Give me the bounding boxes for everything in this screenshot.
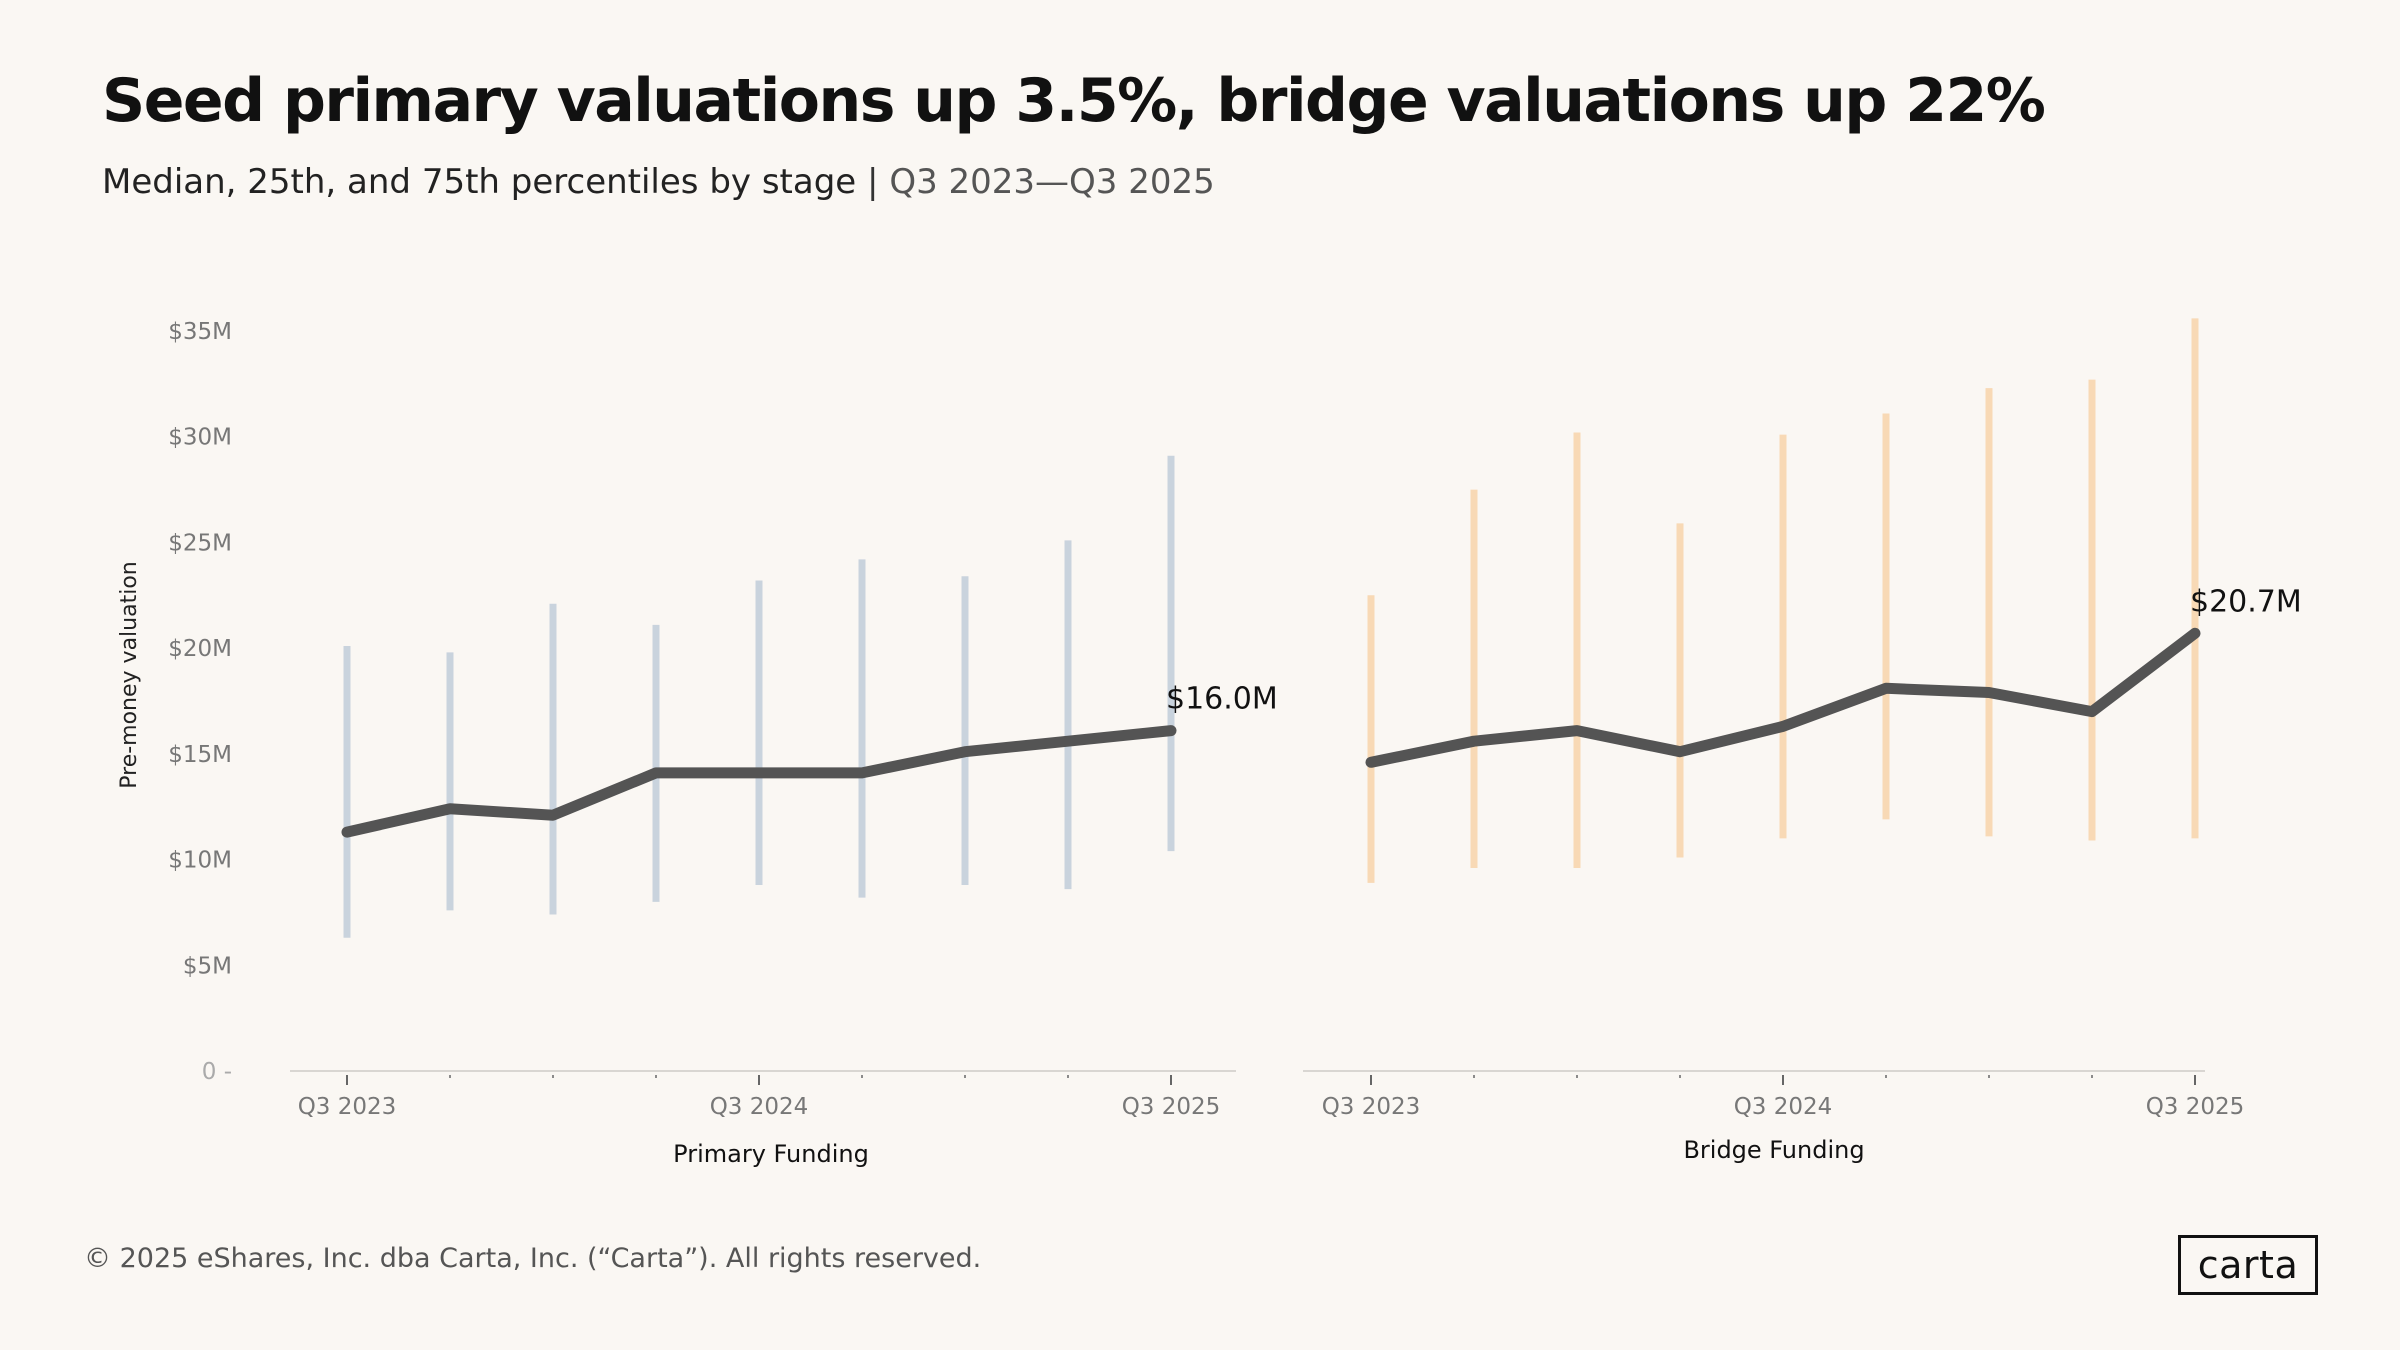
panel-axis-label: Bridge Funding [1683, 1136, 1864, 1164]
subtitle-separator: | [867, 162, 879, 202]
y-tick-label: $25M [168, 530, 232, 556]
x-tick-label: Q3 2024 [710, 1094, 809, 1120]
y-tick-label: $30M [168, 425, 232, 451]
x-tick-label: Q3 2023 [1322, 1094, 1421, 1120]
y-tick-label: $10M [168, 848, 232, 874]
median-line [1365, 627, 2201, 768]
subtitle-description: Median, 25th, and 75th percentiles by st… [102, 162, 857, 202]
y-tick-label: $15M [168, 742, 232, 768]
y-axis-title: Pre-money valuation [117, 561, 142, 788]
carta-logo: carta [2178, 1235, 2318, 1295]
y-tick-label: $5M [183, 953, 232, 979]
chart-subtitle: Median, 25th, and 75th percentiles by st… [102, 162, 1215, 202]
y-tick-label: $20M [168, 636, 232, 662]
chart-title: Seed primary valuations up 3.5%, bridge … [102, 66, 2046, 136]
copyright-notice: © 2025 eShares, Inc. dba Carta, Inc. (“C… [84, 1243, 982, 1274]
x-tick-label: Q3 2024 [1734, 1094, 1833, 1120]
subtitle-date-range: Q3 2023—Q3 2025 [889, 162, 1215, 202]
median-line [341, 725, 1177, 838]
median-end-label: $16.0M [1166, 682, 1278, 717]
logo-text: carta [2197, 1243, 2299, 1287]
x-tick-label: Q3 2023 [298, 1094, 397, 1120]
y-tick-label: 0 - [202, 1059, 232, 1085]
y-tick-label: $35M [168, 319, 232, 345]
median-end-label: $20.7M [2190, 584, 2302, 619]
x-tick-label: Q3 2025 [2146, 1094, 2245, 1120]
panel-axis-label: Primary Funding [673, 1140, 869, 1168]
x-tick-label: Q3 2025 [1122, 1094, 1221, 1120]
